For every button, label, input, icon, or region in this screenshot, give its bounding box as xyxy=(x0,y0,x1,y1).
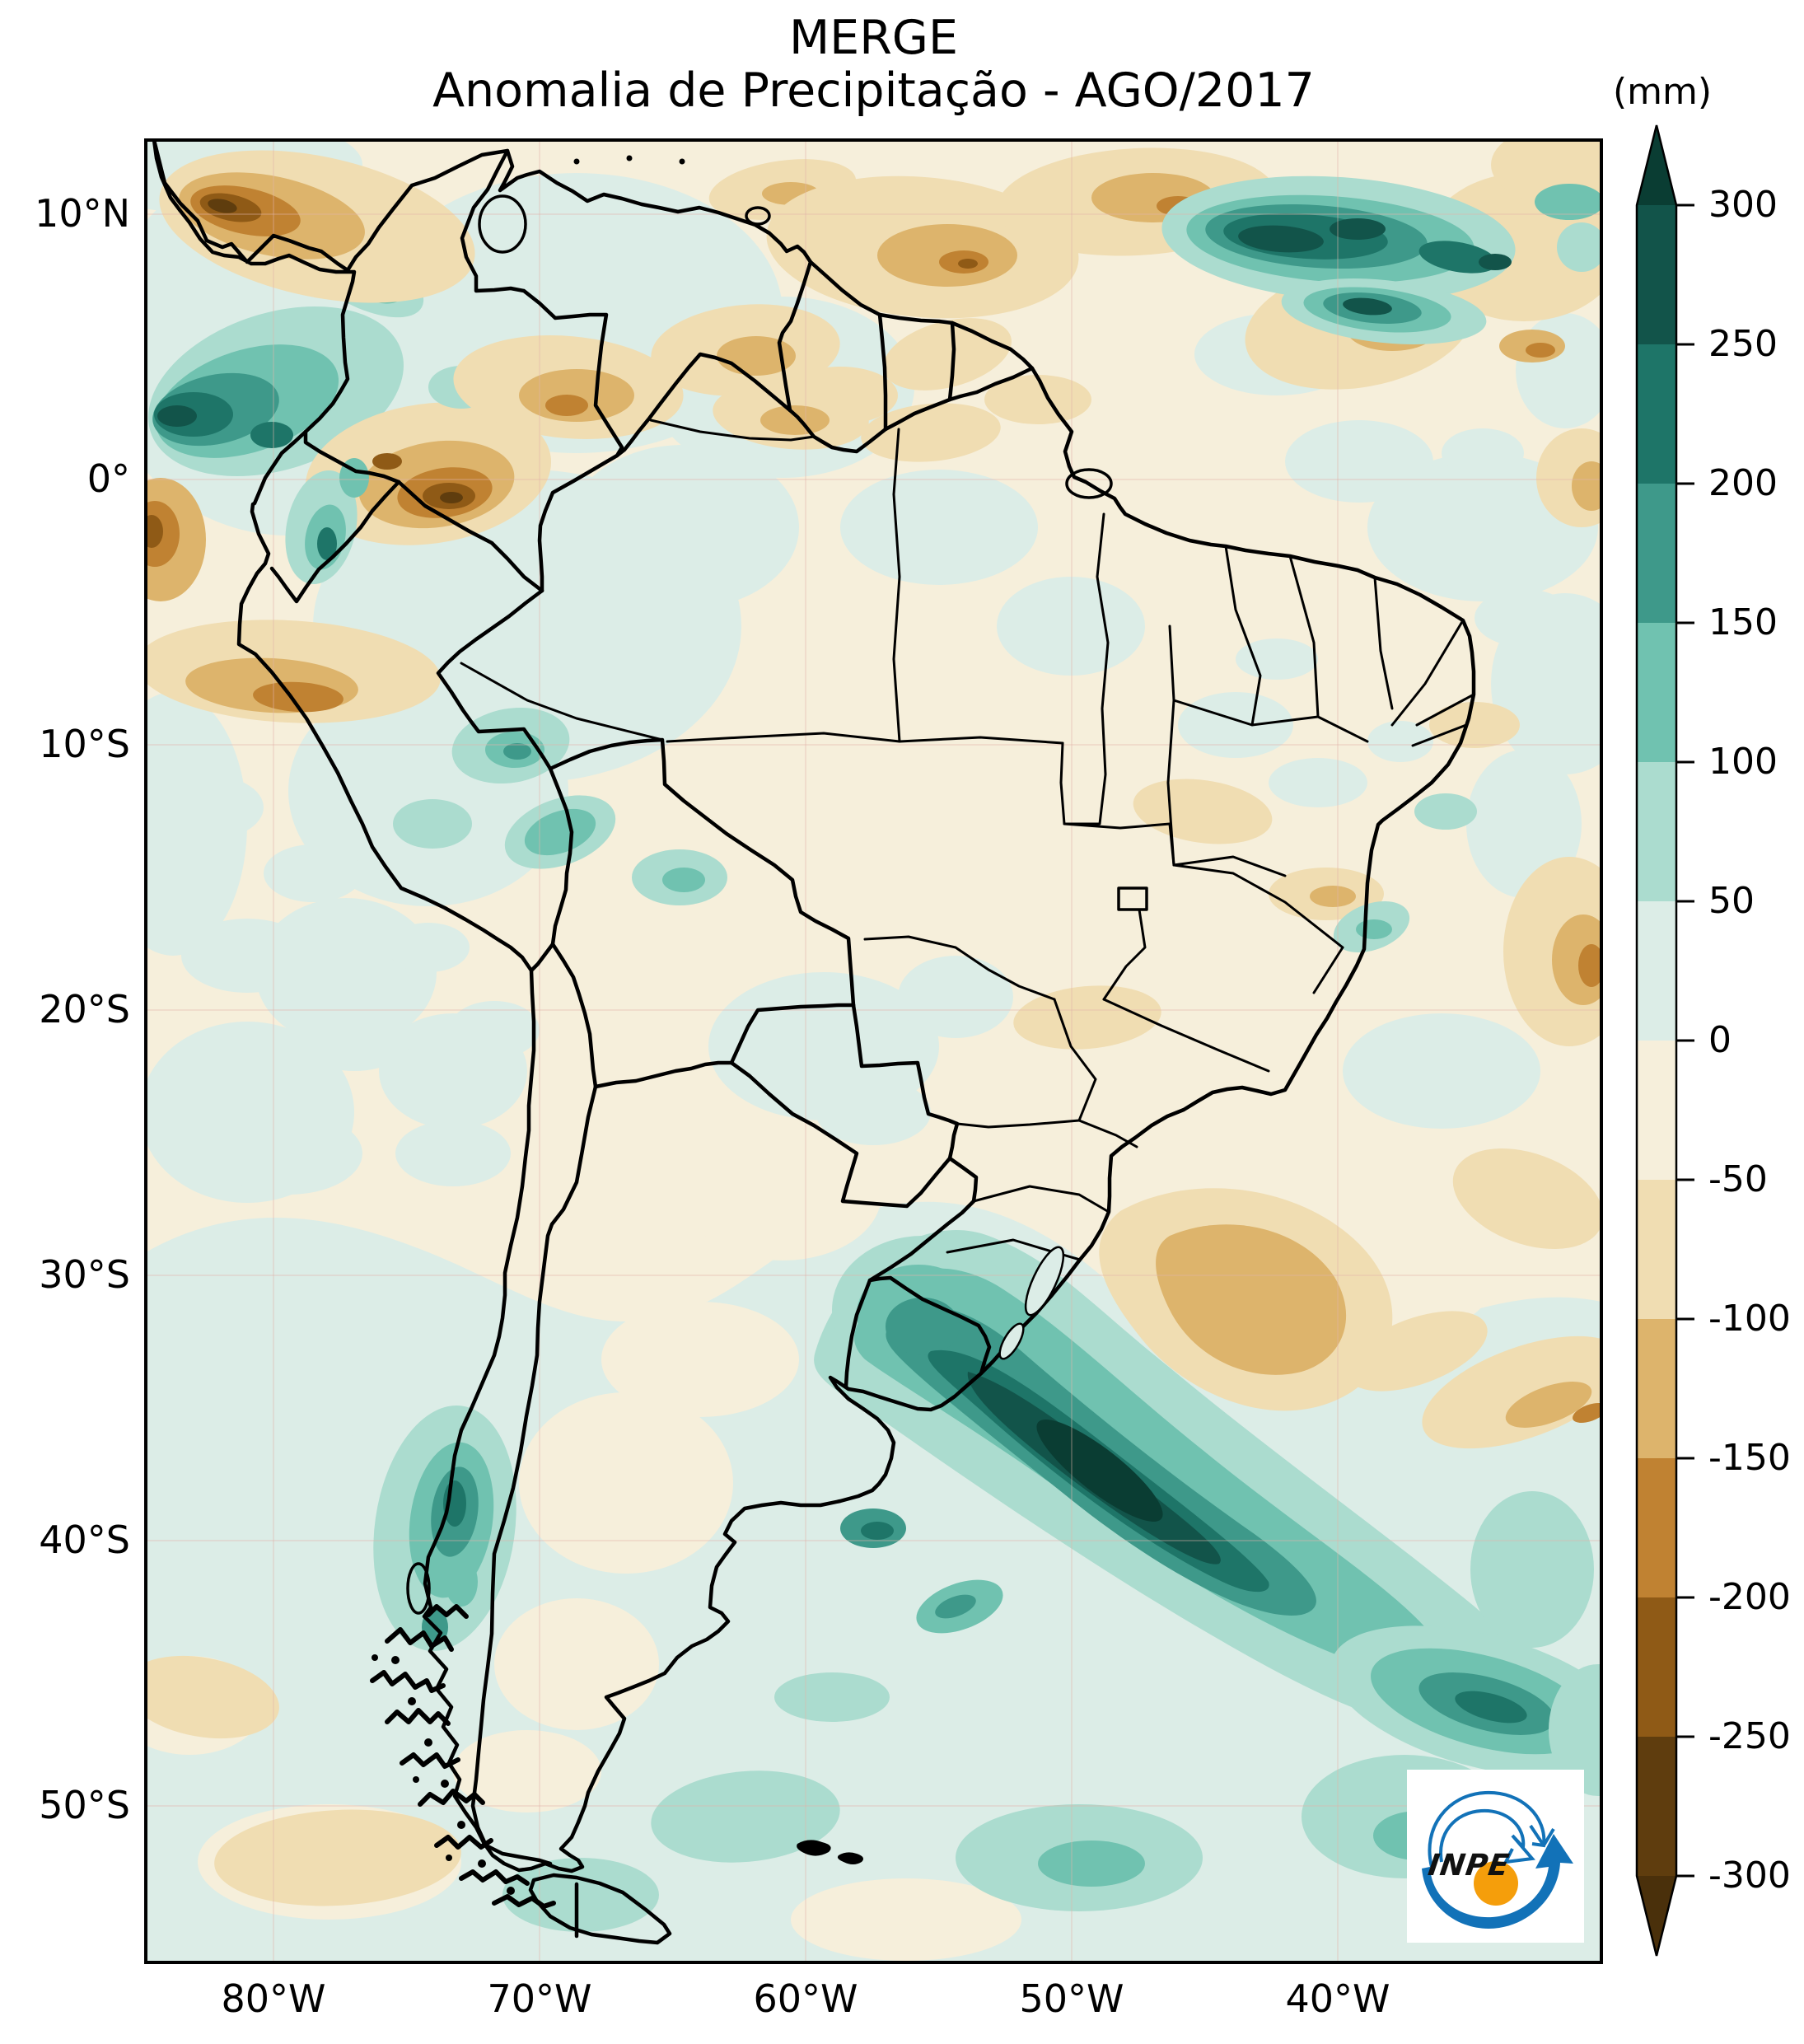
fjord-islets xyxy=(372,1654,515,1895)
colorbar-ticks xyxy=(1676,203,1694,1878)
precipitation-anomaly-fills xyxy=(146,140,1601,1962)
cb-tick-300: 300 xyxy=(1708,184,1778,226)
cb-tick-m300: -300 xyxy=(1708,1855,1791,1897)
state-borders xyxy=(460,419,1475,1261)
lon-tick-60w: 60°W xyxy=(753,1976,858,2021)
lon-tick-40w: 40°W xyxy=(1285,1976,1390,2021)
lat-tick-10n: 10°N xyxy=(35,191,130,236)
lon-tick-70w: 70°W xyxy=(487,1976,592,2021)
colorbar-arrow-bottom xyxy=(1637,1876,1676,1956)
cb-tick-m200: -200 xyxy=(1708,1576,1791,1618)
cb-tick-m100: -100 xyxy=(1708,1298,1791,1340)
lat-tick-0: 0° xyxy=(86,456,130,501)
cb-tick-100: 100 xyxy=(1708,741,1778,783)
tierra-del-fuego xyxy=(528,1873,672,1945)
lat-tick-30s: 30°S xyxy=(39,1252,130,1297)
map-frame xyxy=(144,138,1603,1964)
inpe-logo: INPE xyxy=(1407,1770,1584,1943)
lat-tick-20s: 20°S xyxy=(39,987,130,1031)
lat-tick-40s: 40°S xyxy=(39,1518,130,1562)
lat-tick-10s: 10°S xyxy=(39,722,130,766)
colorbar-unit-label: (mm) xyxy=(1612,71,1713,113)
cb-tick-150: 150 xyxy=(1708,601,1778,643)
cb-tick-200: 200 xyxy=(1708,462,1778,504)
inpe-logo-graphic xyxy=(1422,1790,1573,1929)
colorbar-arrow-top xyxy=(1637,125,1676,205)
chart-subtitle: Anomalia de Precipitação - AGO/2017 xyxy=(432,63,1315,118)
chart-title: MERGE xyxy=(789,11,958,65)
logo-spiral-line-inner xyxy=(1439,1808,1535,1864)
inpe-logo-text: INPE xyxy=(1426,1849,1512,1883)
lake-maracaibo xyxy=(478,194,527,254)
lon-tick-80w: 80°W xyxy=(221,1976,326,2021)
fjord-coast-detail xyxy=(370,1604,556,1909)
cb-tick-50: 50 xyxy=(1708,880,1755,922)
cb-tick-250: 250 xyxy=(1708,323,1778,365)
cb-tick-m50: -50 xyxy=(1708,1158,1768,1200)
coastline-borders xyxy=(152,140,1476,1945)
lon-tick-50w: 50°W xyxy=(1019,1976,1124,2021)
cb-tick-0: 0 xyxy=(1708,1019,1732,1061)
lat-tick-50s: 50°S xyxy=(39,1783,130,1827)
graticule-lines xyxy=(146,140,1601,1962)
colorbar xyxy=(1635,124,1694,1957)
logo-spiral-line xyxy=(1428,1790,1555,1868)
cb-tick-m250: -250 xyxy=(1708,1715,1791,1757)
islands-and-lagoons xyxy=(406,155,1113,1864)
logo-swoosh-arrow xyxy=(1422,1834,1573,1929)
cb-tick-m150: -150 xyxy=(1708,1437,1791,1479)
logo-orange-sphere xyxy=(1474,1861,1518,1906)
